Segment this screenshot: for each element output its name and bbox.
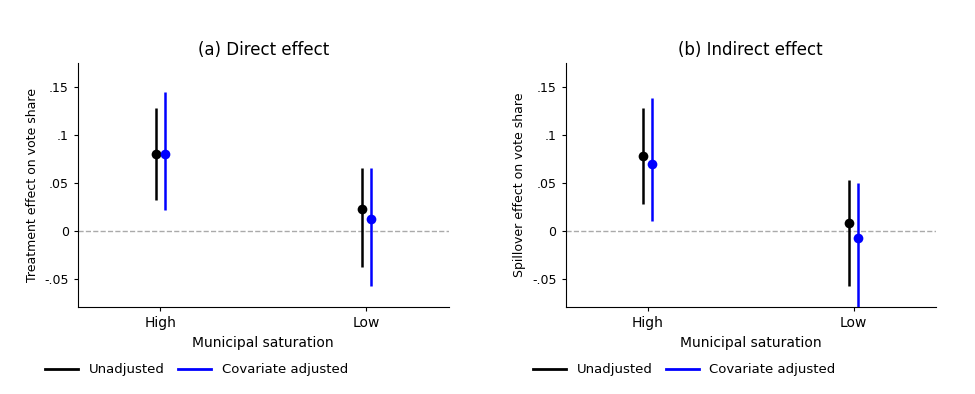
X-axis label: Municipal saturation: Municipal saturation [192, 336, 334, 350]
Title: (b) Indirect effect: (b) Indirect effect [679, 41, 823, 59]
Legend: Unadjusted, Covariate adjusted: Unadjusted, Covariate adjusted [40, 358, 353, 381]
X-axis label: Municipal saturation: Municipal saturation [680, 336, 822, 350]
Y-axis label: Treatment effect on vote share: Treatment effect on vote share [26, 88, 39, 282]
Title: (a) Direct effect: (a) Direct effect [198, 41, 329, 59]
Legend: Unadjusted, Covariate adjusted: Unadjusted, Covariate adjusted [527, 358, 840, 381]
Y-axis label: Spillover effect on vote share: Spillover effect on vote share [514, 93, 526, 277]
